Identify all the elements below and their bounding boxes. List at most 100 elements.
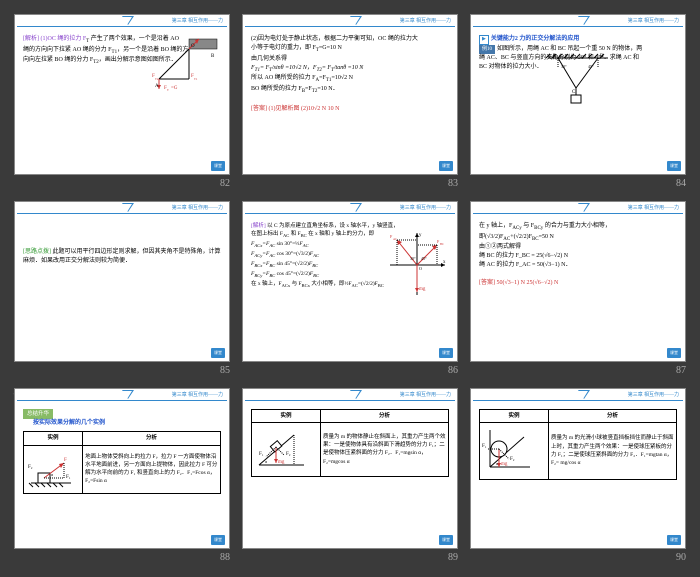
slide-90[interactable]: 第三章 相互作用——力 实例分析 — [470, 388, 686, 563]
slide-number: 84 — [470, 175, 686, 189]
example-table: 实例分析 F F₂ — [23, 431, 221, 494]
svg-text:y: y — [419, 233, 422, 238]
l5: 绳 AC 的拉力 F_AC = 50(√3−1) N． — [479, 262, 571, 268]
svg-text:30°: 30° — [561, 64, 567, 69]
slide-88[interactable]: 第三章 相互作用——力 总结升华 按实际效果分解的几个实例 实例分析 — [14, 388, 230, 563]
example-table: 实例分析 mg — [479, 409, 677, 480]
slide-number: 90 — [470, 549, 686, 563]
slide-header: 第三章 相互作用——力 — [473, 391, 683, 401]
slide-header: 第三章 相互作用——力 — [17, 17, 227, 27]
l5: 所以 AO 绳所受的拉力 F — [251, 75, 316, 81]
l6: BO 绳所受的拉力 F — [251, 86, 302, 92]
line2a: 绳的方向向下拉紧 AO 绳的分力 F — [23, 47, 112, 53]
svg-text:T: T — [167, 88, 169, 92]
footer-badge: 课堂 — [439, 161, 453, 171]
key-icon: ▶ — [479, 35, 489, 45]
header-title: 第三章 相互作用——力 — [400, 18, 451, 26]
slide-header: 第三章 相互作用——力 — [245, 391, 455, 401]
example-label: 例10 — [479, 45, 495, 55]
svg-text:T1: T1 — [194, 77, 198, 81]
col-head-2: 分析 — [83, 432, 221, 445]
slide-header: 第三章 相互作用——力 — [245, 17, 455, 27]
slide-87[interactable]: 第三章 相互作用——力 在 y 轴上，FACy 与 FBCy 的合力与重力大小相… — [470, 201, 686, 376]
ans-label: [答案] — [251, 106, 267, 112]
slide-content: 第三章 相互作用——力 [解析] (1)OC 绳的拉力 FT 产生了两个效果，一… — [14, 14, 230, 175]
l3: 由几何关系得 — [251, 56, 287, 62]
l1: (2)因为电灯处于静止状态，根据二力平衡可知，OC 绳的拉力大 — [251, 36, 418, 42]
svg-text:O: O — [419, 266, 422, 271]
slide-content: 第三章 相互作用——力 [思路点拨] 此题可以用平行四边形定则求解，但因其夹角不… — [14, 201, 230, 362]
hint-text: 此题可以用平行四边形定则求解，但因其夹角不是特殊角，计算麻烦．如果改用正交分解法… — [23, 249, 221, 264]
diagram-cell: mg F₁ F₂ α — [480, 423, 549, 479]
col-head-1: 实例 — [480, 410, 549, 423]
header-title: 第三章 相互作用——力 — [628, 392, 679, 400]
analysis-text: 质量为 m 的光滑小球被竖直挡板挡住而静止于斜面上时，其重力产生两个效果：一是使… — [548, 423, 676, 479]
svg-text:mg: mg — [419, 287, 426, 292]
slide-84[interactable]: 第三章 相互作用——力 ▶关键能力2 力的正交分解法的应用 例10如图所示，用绳… — [470, 14, 686, 189]
slide-number: 82 — [14, 175, 230, 189]
svg-text:F₂: F₂ — [510, 457, 515, 462]
slide-header: 第三章 相互作用——力 — [17, 391, 227, 401]
slide-number: 88 — [14, 549, 230, 563]
svg-text:O: O — [191, 44, 195, 49]
slide-content: 第三章 相互作用——力 [解析] [解析] 以 C 为原点建立直角坐标系，设 x… — [242, 201, 458, 362]
body: (2)因为电灯处于静止状态，根据二力平衡可知，OC 绳的拉力大 小等于电灯的重力… — [251, 35, 449, 114]
header-title: 第三章 相互作用——力 — [400, 392, 451, 400]
col-head-2: 分析 — [548, 410, 676, 423]
ans-label: [答案] — [479, 280, 495, 286]
svg-text:45°: 45° — [588, 64, 594, 69]
analysis-text: 质量为 m 的物体静止在斜面上，其重力产生两个效果：一是使物体具有沿斜面下滑趋势… — [320, 423, 448, 476]
l1: 如图所示，用绳 AC 和 BC 吊起一个重 50 N 的物体，两 — [497, 46, 642, 52]
slide-89[interactable]: 第三章 相互作用——力 实例分析 — [242, 388, 458, 563]
l4: 绳 BC 的拉力 F_BC = 25(√6−√2) N — [479, 253, 568, 259]
slide-83[interactable]: 第三章 相互作用——力 (2)因为电灯处于静止状态，根据二力平衡可知，OC 绳的… — [242, 14, 458, 189]
svg-text:F₁: F₁ — [66, 475, 71, 480]
footer-badge: 课堂 — [439, 535, 453, 545]
slide-content: 第三章 相互作用——力 实例分析 — [470, 388, 686, 549]
l2b: =G=10 N — [319, 45, 342, 51]
header-title: 第三章 相互作用——力 — [172, 18, 223, 26]
slide-number: 86 — [242, 362, 458, 376]
slide-number: 89 — [242, 549, 458, 563]
summary-title: 按实际效果分解的几个实例 — [33, 420, 105, 426]
svg-text:45°: 45° — [421, 256, 427, 261]
col-head-1: 实例 — [24, 432, 83, 445]
svg-text:C: C — [572, 90, 576, 95]
svg-text:F₁: F₁ — [259, 452, 264, 457]
body: 总结升华 按实际效果分解的几个实例 实例分析 — [23, 409, 221, 494]
slide-header: 第三章 相互作用——力 — [245, 204, 455, 214]
slide-number: 83 — [242, 175, 458, 189]
slide-82[interactable]: 第三章 相互作用——力 [解析] (1)OC 绳的拉力 FT 产生了两个效果，一… — [14, 14, 230, 189]
svg-text:=G: =G — [171, 86, 178, 91]
slide-header: 第三章 相互作用——力 — [17, 204, 227, 214]
footer-badge: 课堂 — [667, 348, 681, 358]
svg-text:A: A — [155, 84, 159, 89]
svg-text:F₂: F₂ — [286, 452, 291, 457]
svg-text:30°: 30° — [410, 256, 416, 261]
svg-text:α: α — [496, 461, 498, 466]
svg-text:x: x — [443, 260, 446, 265]
hint-label: [思路点拨] — [23, 249, 51, 255]
svg-text:α: α — [51, 472, 53, 477]
slide-content: 第三章 相互作用——力 总结升华 按实际效果分解的几个实例 实例分析 — [14, 388, 230, 549]
slide-86[interactable]: 第三章 相互作用——力 [解析] [解析] 以 C 为原点建立直角坐标系，设 x… — [242, 201, 458, 376]
footer-badge: 课堂 — [211, 348, 225, 358]
svg-text:mg: mg — [501, 462, 508, 467]
svg-text:F: F — [64, 458, 67, 463]
summary-tab: 总结升华 — [23, 409, 53, 419]
l2: 小等于电灯的重力，即 F — [251, 45, 316, 51]
footer-badge: 课堂 — [667, 161, 681, 171]
footer-badge: 课堂 — [211, 161, 225, 171]
l5b: =F — [319, 75, 326, 81]
slide-85[interactable]: 第三章 相互作用——力 [思路点拨] 此题可以用平行四边形定则求解，但因其夹角不… — [14, 201, 230, 376]
header-title: 第三章 相互作用——力 — [628, 205, 679, 213]
example-table: 实例分析 mg — [251, 409, 449, 477]
body: 实例分析 mg — [251, 409, 449, 477]
col-head-1: 实例 — [252, 410, 321, 423]
svg-text:A: A — [552, 54, 556, 59]
diagram-coord: x y 30° 45° FAC FBC mg O — [385, 230, 449, 300]
diagram-hanging: A B 30° 45° C — [528, 53, 628, 108]
header-title: 第三章 相互作用——力 — [172, 392, 223, 400]
key-title: 力的正交分解法的应用 — [519, 36, 579, 42]
slide-header: 第三章 相互作用——力 — [473, 204, 683, 214]
